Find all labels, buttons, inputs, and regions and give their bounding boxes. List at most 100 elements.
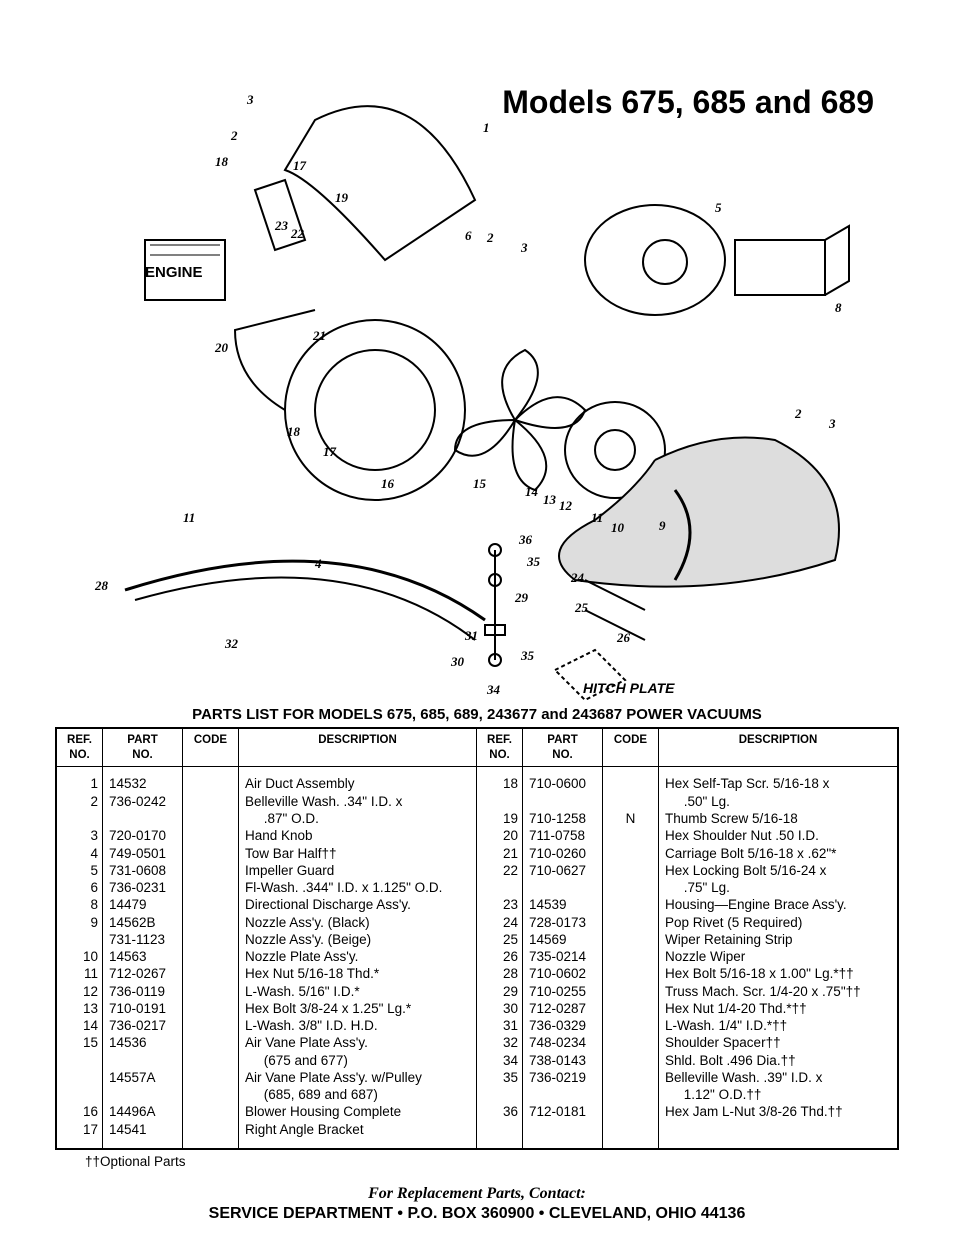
cell-desc: .75" Lg. xyxy=(665,879,893,896)
callout-number: 11 xyxy=(591,510,603,526)
cell-code xyxy=(187,845,234,862)
callout-number: 24 xyxy=(571,570,584,586)
cell-desc: 1.12" O.D.†† xyxy=(665,1086,893,1103)
diagram-svg xyxy=(55,80,899,700)
cell-part: 731-1123 xyxy=(109,931,178,948)
cell-ref xyxy=(61,1086,98,1103)
page: Models 675, 685 and 689 xyxy=(0,0,954,1246)
callout-number: 36 xyxy=(519,532,532,548)
cell-code xyxy=(607,983,654,1000)
th-desc: DESCRIPTION xyxy=(659,729,897,766)
cell-ref: 18 xyxy=(481,775,518,792)
cell-code xyxy=(187,1052,234,1069)
callout-number: 19 xyxy=(335,190,348,206)
cell-desc: Hex Bolt 5/16-18 x 1.00" Lg.*†† xyxy=(665,965,893,982)
cell-ref: 21 xyxy=(481,845,518,862)
cell-ref: 26 xyxy=(481,948,518,965)
cell-code xyxy=(607,845,654,862)
cell-code xyxy=(187,931,234,948)
cell-part: 712-0267 xyxy=(109,965,178,982)
cell-ref: 24 xyxy=(481,914,518,931)
cell-ref: 10 xyxy=(61,948,98,965)
cell-code xyxy=(187,775,234,792)
cell-part xyxy=(529,793,598,810)
cell-desc: Nozzle Wiper xyxy=(665,948,893,965)
cell-code xyxy=(187,983,234,1000)
callout-number: 9 xyxy=(659,518,666,534)
cell-desc: Wiper Retaining Strip xyxy=(665,931,893,948)
cell-code xyxy=(607,1069,654,1086)
cell-part: 710-0260 xyxy=(529,845,598,862)
callout-number: 14 xyxy=(525,484,538,500)
cell-desc: Nozzle Ass'y. (Black) xyxy=(245,914,472,931)
callout-number: 8 xyxy=(835,300,842,316)
cell-code xyxy=(607,896,654,913)
cell-part: 736-0217 xyxy=(109,1017,178,1034)
cell-part: 712-0287 xyxy=(529,1000,598,1017)
cell-ref: 1 xyxy=(61,775,98,792)
cell-code xyxy=(607,931,654,948)
cell-part xyxy=(109,810,178,827)
cell-desc: Hex Bolt 3/8-24 x 1.25" Lg.* xyxy=(245,1000,472,1017)
cell-desc: Carriage Bolt 5/16-18 x .62"* xyxy=(665,845,893,862)
cell-part: 14536 xyxy=(109,1034,178,1051)
th-code: CODE xyxy=(603,729,659,766)
cell-part: 736-0242 xyxy=(109,793,178,810)
table-header: REF. NO. PART NO. CODE DESCRIPTION xyxy=(57,729,476,767)
callout-number: 31 xyxy=(465,628,478,644)
cell-desc: .50" Lg. xyxy=(665,793,893,810)
cell-ref xyxy=(61,931,98,948)
callout-number: 21 xyxy=(313,328,326,344)
cell-desc: Thumb Screw 5/16-18 xyxy=(665,810,893,827)
cell-ref: 29 xyxy=(481,983,518,1000)
cell-part: 710-0600 xyxy=(529,775,598,792)
cell-desc: Hand Knob xyxy=(245,827,472,844)
tbody-right: 18 19202122 2324252628293031323435 36 71… xyxy=(477,767,897,1148)
cell-code xyxy=(607,862,654,879)
callout-number: 3 xyxy=(247,92,254,108)
callout-number: 2 xyxy=(231,128,238,144)
cell-desc: Tow Bar Half†† xyxy=(245,845,472,862)
cell-ref: 25 xyxy=(481,931,518,948)
cell-ref: 20 xyxy=(481,827,518,844)
cell-ref: 17 xyxy=(61,1121,98,1138)
cell-desc: Air Vane Plate Ass'y. xyxy=(245,1034,472,1051)
callout-number: 28 xyxy=(95,578,108,594)
footer: For Replacement Parts, Contact: SERVICE … xyxy=(55,1185,899,1223)
cell-part: 14532 xyxy=(109,775,178,792)
callout-number: 4 xyxy=(315,556,322,572)
cell-part: 736-0119 xyxy=(109,983,178,1000)
cell-ref: 2 xyxy=(61,793,98,810)
table-right-column: REF. NO. PART NO. CODE DESCRIPTION 18 19… xyxy=(477,729,897,1148)
cell-part xyxy=(529,1086,598,1103)
hitch-plate-label: HITCH PLATE xyxy=(583,680,675,696)
callout-number: 16 xyxy=(381,476,394,492)
cell-ref: 11 xyxy=(61,965,98,982)
table-title: PARTS LIST FOR MODELS 675, 685, 689, 243… xyxy=(55,706,899,723)
cell-ref: 19 xyxy=(481,810,518,827)
cell-desc: Hex Self-Tap Scr. 5/16-18 x xyxy=(665,775,893,792)
cell-part: 710-1258 xyxy=(529,810,598,827)
footer-contact-line: For Replacement Parts, Contact: xyxy=(55,1185,899,1203)
cell-part: 710-0627 xyxy=(529,862,598,879)
cell-desc: Belleville Wash. .34" I.D. x xyxy=(245,793,472,810)
footnote: ††Optional Parts xyxy=(85,1154,899,1169)
tbody-left: 12 345689 101112131415 1617 14532736-024… xyxy=(57,767,476,1148)
callout-number: 35 xyxy=(521,648,534,664)
cell-ref: 22 xyxy=(481,862,518,879)
cell-code xyxy=(187,1000,234,1017)
cell-ref: 12 xyxy=(61,983,98,1000)
cell-desc: L-Wash. 5/16" I.D.* xyxy=(245,983,472,1000)
cell-code xyxy=(607,948,654,965)
cell-part: 711-0758 xyxy=(529,827,598,844)
cell-part: 14496A xyxy=(109,1103,178,1120)
cell-desc: Nozzle Plate Ass'y. xyxy=(245,948,472,965)
callout-number: 13 xyxy=(543,492,556,508)
cell-part xyxy=(529,879,598,896)
cell-code xyxy=(187,965,234,982)
cell-desc: Truss Mach. Scr. 1/4-20 x .75"†† xyxy=(665,983,893,1000)
exploded-diagram: ENGINE HITCH PLATE 321817192322623518202… xyxy=(55,80,899,700)
cell-ref: 32 xyxy=(481,1034,518,1051)
cell-code xyxy=(187,862,234,879)
footer-address-line: SERVICE DEPARTMENT • P.O. BOX 360900 • C… xyxy=(55,1205,899,1223)
